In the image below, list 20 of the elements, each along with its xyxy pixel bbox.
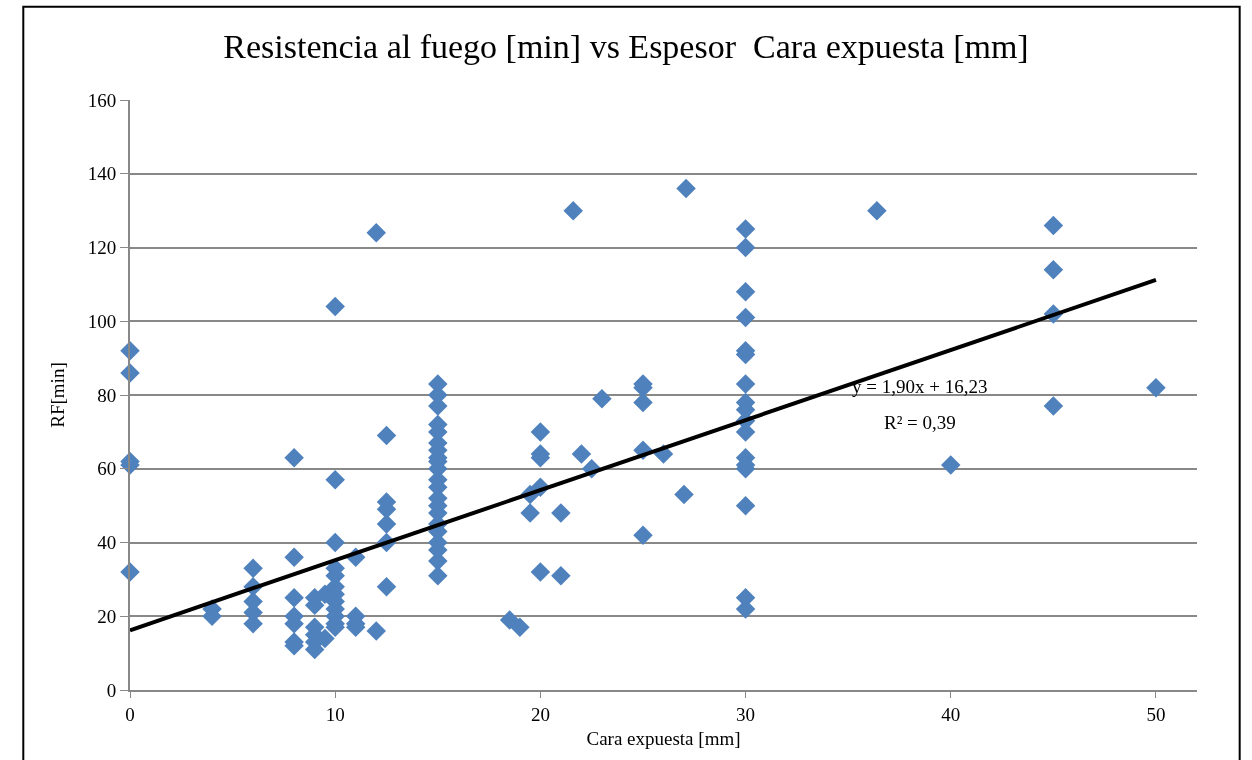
y-tick-label: 20 (97, 605, 117, 627)
y-tick-label: 40 (97, 532, 117, 554)
x-tick-label: 40 (941, 703, 961, 725)
x-tick-label: 0 (125, 703, 135, 725)
x-tick-label: 30 (736, 703, 756, 725)
y-tick-label: 80 (97, 384, 117, 406)
x-tick-label: 10 (325, 703, 345, 725)
y-tick-label: 120 (87, 237, 117, 259)
annotation: R² = 0,39 (884, 412, 956, 433)
x-tick-label: 20 (530, 703, 550, 725)
y-tick-label: 0 (106, 679, 117, 701)
y-tick-label: 160 (87, 89, 117, 111)
annotation: y = 1,90x + 16,23 (852, 376, 988, 397)
y-axis-title: RF[min] (47, 362, 69, 428)
x-tick-label: 50 (1146, 703, 1166, 725)
x-axis-title: Cara expuesta [mm] (586, 728, 741, 750)
chart-title: Resistencia al fuego [min] vs Espesor Cara expuesta [mm] (223, 28, 1029, 65)
y-tick-label: 140 (87, 163, 117, 185)
y-tick-label: 100 (87, 310, 117, 332)
y-tick-label: 60 (97, 458, 117, 480)
